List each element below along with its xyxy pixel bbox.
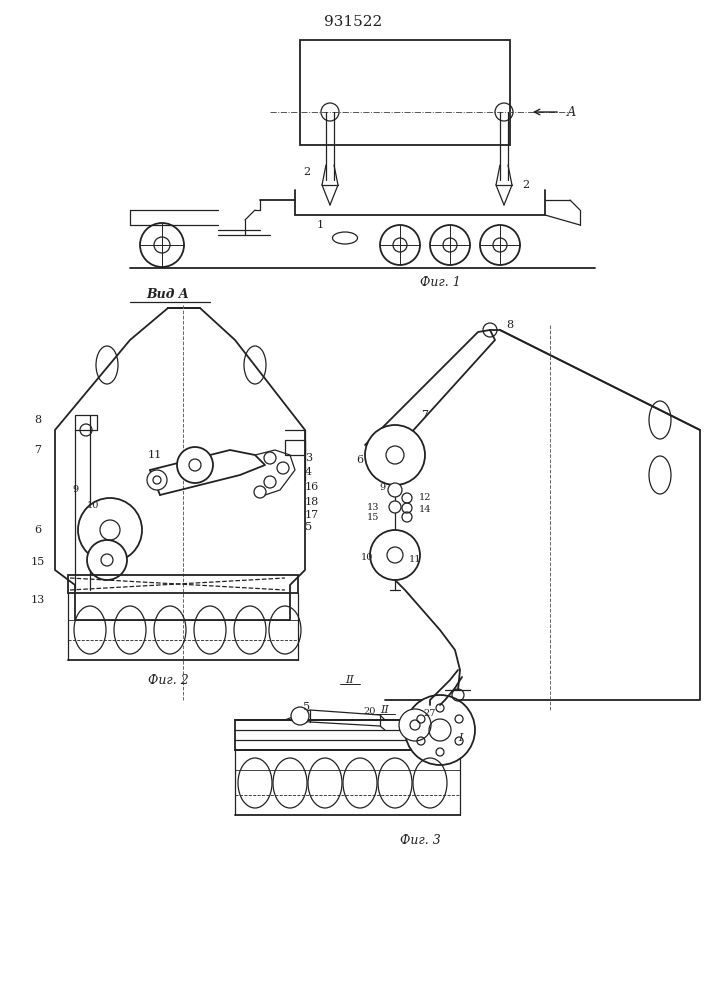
Bar xyxy=(75,415,97,430)
Text: 13: 13 xyxy=(367,502,379,512)
Text: 14: 14 xyxy=(419,506,431,514)
Text: 16: 16 xyxy=(305,482,320,492)
Circle shape xyxy=(365,425,425,485)
Bar xyxy=(285,440,305,455)
Text: 8: 8 xyxy=(35,415,42,425)
Text: II: II xyxy=(380,705,390,715)
Text: 17: 17 xyxy=(305,510,319,520)
Text: 11: 11 xyxy=(148,450,162,460)
Circle shape xyxy=(388,483,402,497)
Text: II: II xyxy=(346,675,354,685)
Text: 6: 6 xyxy=(35,525,42,535)
Circle shape xyxy=(389,501,401,513)
Text: 5: 5 xyxy=(305,522,312,532)
Circle shape xyxy=(399,709,431,741)
Circle shape xyxy=(370,530,420,580)
Text: 6: 6 xyxy=(356,455,363,465)
Text: 2: 2 xyxy=(303,167,310,177)
Text: Фиг. 3: Фиг. 3 xyxy=(399,834,440,846)
Text: Вид A: Вид A xyxy=(146,288,189,302)
Text: 931522: 931522 xyxy=(324,15,382,29)
Bar xyxy=(68,575,298,593)
Text: 7: 7 xyxy=(421,410,428,420)
Text: А: А xyxy=(567,105,576,118)
Bar xyxy=(300,40,510,145)
Text: 7: 7 xyxy=(35,445,42,455)
Text: 2: 2 xyxy=(522,180,529,190)
Text: 4: 4 xyxy=(305,467,312,477)
Circle shape xyxy=(405,695,475,765)
Text: 15: 15 xyxy=(31,557,45,567)
Text: 9: 9 xyxy=(379,484,385,492)
Circle shape xyxy=(78,498,142,562)
Bar xyxy=(235,720,460,750)
Circle shape xyxy=(177,447,213,483)
Text: I: I xyxy=(458,733,462,743)
Text: 18: 18 xyxy=(305,497,320,507)
Text: 10: 10 xyxy=(361,554,373,562)
Text: 3: 3 xyxy=(305,453,312,463)
Text: 1: 1 xyxy=(317,220,324,230)
Text: 20: 20 xyxy=(364,708,376,716)
Circle shape xyxy=(291,707,309,725)
Text: 11: 11 xyxy=(409,556,421,564)
Text: 8: 8 xyxy=(506,320,513,330)
Text: 12: 12 xyxy=(419,492,431,502)
Text: 9: 9 xyxy=(72,486,78,494)
Circle shape xyxy=(87,540,127,580)
Text: 10: 10 xyxy=(87,500,99,510)
Text: 27: 27 xyxy=(423,710,436,718)
Circle shape xyxy=(147,470,167,490)
Text: Фиг. 1: Фиг. 1 xyxy=(420,275,460,288)
Text: 5: 5 xyxy=(303,702,310,712)
Text: 15: 15 xyxy=(367,512,379,522)
Text: Фиг. 2: Фиг. 2 xyxy=(148,674,188,686)
Text: 13: 13 xyxy=(31,595,45,605)
